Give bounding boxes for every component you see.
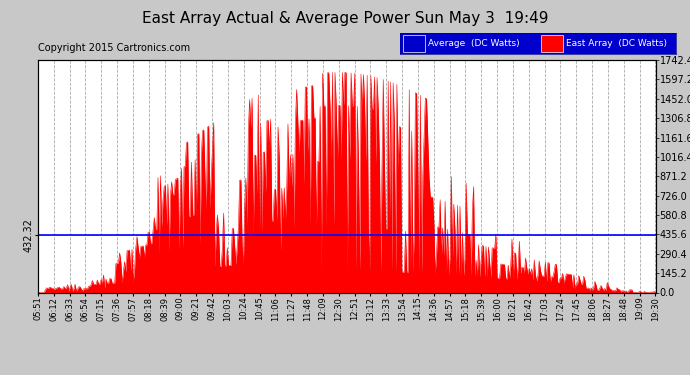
Text: Average  (DC Watts): Average (DC Watts) — [428, 39, 520, 48]
Text: East Array Actual & Average Power Sun May 3  19:49: East Array Actual & Average Power Sun Ma… — [141, 11, 549, 26]
Bar — [541, 35, 563, 52]
Text: Copyright 2015 Cartronics.com: Copyright 2015 Cartronics.com — [38, 43, 190, 53]
Text: East Array  (DC Watts): East Array (DC Watts) — [566, 39, 667, 48]
Bar — [403, 35, 425, 52]
